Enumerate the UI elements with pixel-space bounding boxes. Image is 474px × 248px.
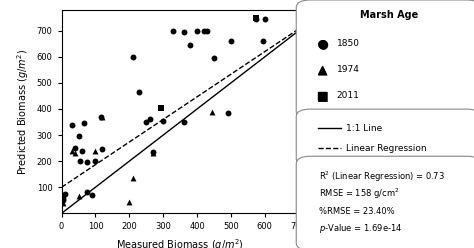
Text: 1974: 1974 (337, 65, 359, 74)
Point (91, 149, 99, 153)
Text: RMSE = 158 g/cm$^2$: RMSE = 158 g/cm$^2$ (319, 187, 400, 201)
Point (253, 16, 260, 20)
Point (186, 43, 194, 47)
Point (129, 55, 137, 59)
Point (209, 110, 216, 114)
Point (200, 29, 208, 33)
Point (78, 149, 86, 153)
Point (75, 194, 82, 198)
Point (60, 201, 67, 205)
Point (143, 120, 150, 124)
Y-axis label: Predicted Biomass $(g/m^2)$: Predicted Biomass $(g/m^2)$ (15, 49, 31, 175)
Point (68, 149, 75, 153)
Point (170, 29, 177, 33)
Point (319, 68, 326, 72)
Point (210, 56, 218, 60)
Point (193, 29, 201, 33)
Point (60, 196, 67, 200)
Point (99, 147, 106, 151)
Point (180, 30, 187, 34)
Point (159, 119, 167, 123)
Point (158, 106, 165, 110)
Text: R$^2$ (Linear Regression) = 0.73: R$^2$ (Linear Regression) = 0.73 (319, 169, 445, 184)
Point (180, 120, 187, 124)
Point (261, 17, 269, 21)
Point (97, 115, 104, 119)
X-axis label: Measured Biomass $(g/m^2)$: Measured Biomass $(g/m^2)$ (116, 237, 244, 248)
Text: Linear Regression: Linear Regression (346, 144, 427, 153)
Text: 1850: 1850 (337, 39, 360, 48)
Text: ■: ■ (317, 90, 328, 102)
Text: $p$-Value = 1.69e-14: $p$-Value = 1.69e-14 (319, 222, 402, 235)
Point (129, 176, 137, 180)
Point (149, 150, 157, 154)
Point (61, 192, 69, 196)
Point (83, 160, 91, 164)
Point (319, 42, 326, 46)
Point (72, 151, 79, 155)
Point (68, 123, 75, 127)
Point (99, 115, 106, 119)
Point (72, 146, 79, 150)
Point (253, 17, 260, 21)
Text: ▲: ▲ (318, 63, 327, 76)
Point (76, 159, 84, 163)
Point (60, 198, 67, 202)
Point (75, 134, 82, 138)
Point (224, 111, 231, 115)
Text: %RMSE = 23.40%: %RMSE = 23.40% (319, 207, 395, 216)
Point (91, 159, 99, 163)
Point (146, 118, 154, 122)
Point (83, 190, 91, 194)
Point (227, 39, 235, 43)
Point (149, 151, 157, 155)
Point (136, 90, 143, 94)
Text: ●: ● (317, 37, 328, 50)
Point (126, 200, 133, 204)
Point (203, 29, 211, 33)
Point (80, 121, 87, 125)
Text: 1:1 Line: 1:1 Line (346, 124, 382, 133)
Text: Marsh Age: Marsh Age (360, 10, 418, 20)
Point (319, 94, 326, 98)
Text: 2011: 2011 (337, 92, 359, 100)
Point (259, 39, 267, 43)
Point (88, 193, 96, 197)
